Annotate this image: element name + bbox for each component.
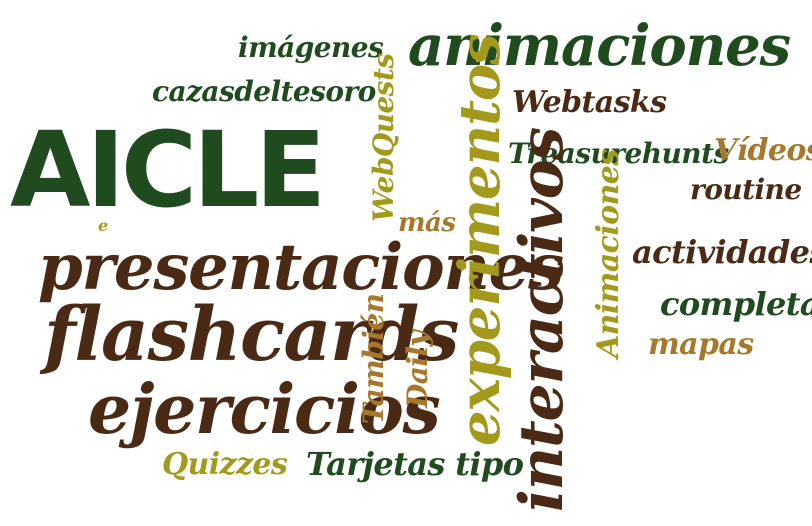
word-treasurehunts: Treasurehunts: [508, 137, 729, 170]
word-mas: más: [398, 208, 456, 238]
word-ejercicios: ejercicios: [88, 370, 441, 450]
word-presentaciones: presentaciones: [38, 230, 564, 305]
word-flashcards: flashcards: [44, 292, 459, 378]
word-animaciones: animaciones: [408, 13, 791, 79]
word-mapas: mapas: [648, 327, 754, 362]
word-routine: routine: [690, 173, 802, 206]
word-webtasks: Webtasks: [512, 85, 667, 120]
word-e: e: [98, 216, 108, 235]
word-experimentos: experimentos: [447, 34, 513, 446]
word-quizzes: Quizzes: [162, 447, 288, 482]
word-completas: completas: [660, 285, 812, 323]
word-daily: Daily: [401, 330, 434, 408]
word-videos: Vídeos: [714, 133, 812, 168]
word-actividades: actividades: [632, 233, 812, 271]
word-webquests: WebQuests: [367, 53, 400, 222]
word-interactivos: interactivos: [507, 127, 577, 512]
word-animaciones-vertical: Animaciones: [591, 149, 626, 358]
word-cazasdeltesoro: cazasdeltesoro: [152, 75, 376, 108]
word-aicle: AICLE: [10, 109, 326, 231]
word-imagenes: imágenes: [238, 31, 384, 64]
word-tarjetas-tipo: Tarjetas tipo: [306, 445, 524, 483]
word-tambien: También: [357, 293, 390, 424]
